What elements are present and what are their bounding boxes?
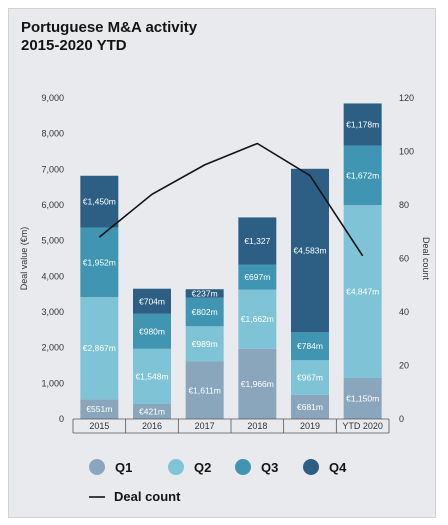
x-tick-label: 2019 (300, 421, 320, 431)
bar-segment (80, 297, 119, 400)
bar-data-label: €1,952m (83, 257, 116, 267)
bar-segment (343, 103, 382, 146)
bar-data-label: €421m (139, 406, 165, 416)
y2-tick-label: 80 (399, 200, 409, 210)
bar-data-label: €1,150m (346, 393, 379, 403)
bar-segment (185, 297, 224, 327)
bar-data-label: €1,672m (346, 170, 379, 180)
bar-segment (80, 399, 119, 419)
chart-card: Portuguese M&A activity 2015-2020 YTD 0 1… (8, 8, 436, 518)
bar-segment (133, 313, 171, 349)
legend-label: Q3 (261, 460, 278, 475)
y-tick-label: 5,000 (41, 236, 64, 246)
bar-segment (291, 360, 329, 395)
chart-title-line-1: Portuguese M&A activity (21, 19, 198, 36)
bar-data-label: €4,847m (346, 287, 379, 297)
legend-swatch-q1 (89, 459, 105, 475)
bar-segment (185, 361, 224, 419)
legend-label-line: Deal count (114, 489, 181, 504)
y2-tick-label: 20 (399, 361, 409, 371)
bar-data-label: €2,867m (83, 343, 116, 353)
bar-data-label: €1,662m (241, 314, 274, 324)
legend-swatch-q3 (235, 459, 251, 475)
bar-segment (238, 348, 277, 419)
bar-segment (238, 289, 277, 349)
bar-data-label: €980m (139, 326, 165, 336)
bar-segment (291, 394, 329, 419)
bar-segment (80, 227, 119, 298)
bar-segment (291, 332, 329, 361)
bar-data-label: €1,548m (135, 371, 168, 381)
bar-data-label: €681m (297, 402, 323, 412)
y-tick-label: 9,000 (41, 93, 64, 103)
x-tick-label: YTD 2020 (342, 421, 383, 431)
y-tick-label: 6,000 (41, 200, 64, 210)
bar-data-label: €1,450m (83, 197, 116, 207)
y2-tick-label: 40 (399, 307, 409, 317)
x-tick-label: 2015 (89, 421, 109, 431)
x-tick-label: 2017 (195, 421, 215, 431)
bar-segment (343, 377, 382, 419)
y-tick-label: 7,000 (41, 164, 64, 174)
y-tick-label: 3,000 (41, 307, 64, 317)
y-tick-label: 2,000 (41, 343, 64, 353)
legend-label: Q2 (194, 460, 211, 475)
bar-segment (343, 205, 382, 378)
y2-tick-label: 100 (399, 147, 414, 157)
legend-swatch-q2 (168, 459, 184, 475)
bar-segment (185, 289, 224, 298)
bar-data-label: €802m (192, 307, 218, 317)
y-tick-label: 1,000 (41, 378, 64, 388)
bar-data-label: €551m (86, 404, 112, 414)
bar-data-label: €1,966m (241, 379, 274, 389)
bar-data-label: €697m (244, 272, 270, 282)
legend-label: Q4 (329, 460, 347, 475)
bar-segment (80, 175, 119, 228)
bar-segment (238, 217, 277, 265)
y-axis-title: Deal value (€m) (19, 227, 29, 291)
bar-segment (133, 288, 171, 314)
y-tick-label: 8,000 (41, 129, 64, 139)
legend-label: Q1 (115, 460, 132, 475)
bar-data-label: €784m (297, 341, 323, 351)
bar-segment (343, 145, 382, 206)
deal-count-line (98, 142, 364, 257)
bar-data-label: €1,178m (346, 119, 379, 129)
legend-swatch-q4 (303, 459, 319, 475)
bar-segment (133, 403, 171, 419)
y2-tick-label: 120 (399, 93, 414, 103)
bar-segment (185, 326, 224, 362)
chart-title: Portuguese M&A activity 2015-2020 YTD (21, 19, 197, 55)
bar-data-label: €237m (192, 288, 218, 298)
x-tick-label: 2018 (247, 421, 267, 431)
y-tick-label: 4,000 (41, 271, 64, 281)
bar-segment (238, 264, 277, 290)
stacked-bar-chart: 0 1,000 2,000 3,000 4,000 5,000 6,000 7,000 8,00… (19, 93, 431, 504)
bar-data-label: €1,611m (188, 385, 220, 395)
chart-title-line-2: 2015-2020 YTD (21, 37, 127, 54)
y-tick-label: 0 (59, 414, 64, 424)
y2-tick-label: 60 (399, 254, 409, 264)
y2-axis-title: Deal count (421, 237, 431, 281)
bar-segment (133, 348, 171, 404)
y2-tick-label: 0 (399, 414, 404, 424)
bar-data-label: €4,583m (293, 246, 326, 256)
bar-data-label: €704m (139, 296, 165, 306)
bar-data-label: €1,327 (244, 236, 270, 246)
x-tick-label: 2016 (142, 421, 162, 431)
bar-data-label: €967m (297, 372, 323, 382)
bar-data-label: €989m (192, 339, 218, 349)
